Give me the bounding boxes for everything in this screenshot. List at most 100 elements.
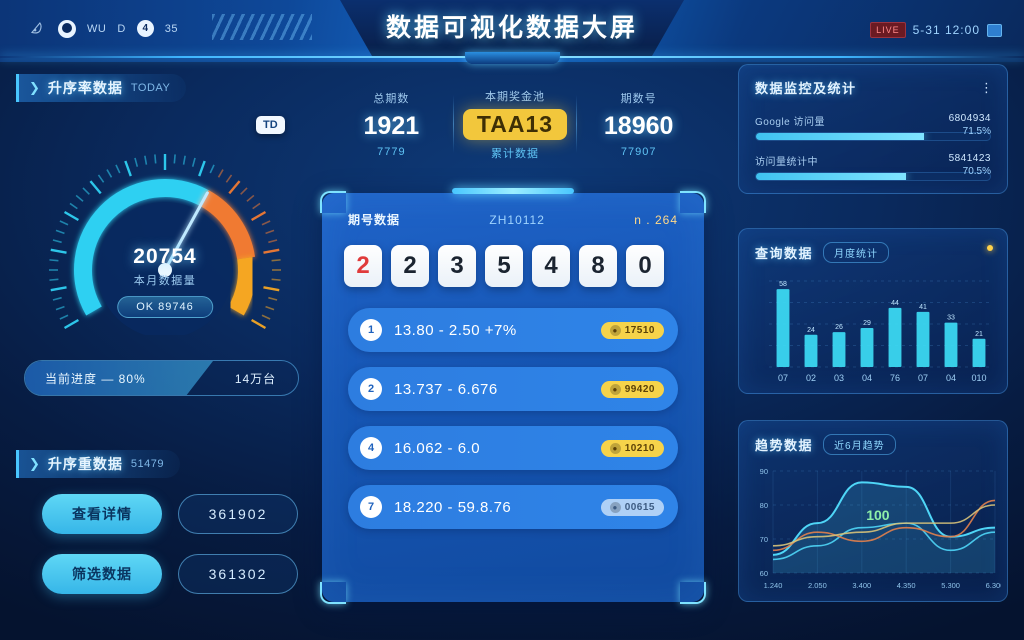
svg-text:33: 33 bbox=[947, 315, 955, 322]
line-chart-header: 趋势数据 近6月趋势 bbox=[755, 434, 993, 455]
svg-text:29: 29 bbox=[863, 320, 871, 327]
badge-dot-icon: ● bbox=[609, 383, 621, 395]
gauge-section-subtitle: TODAY bbox=[130, 82, 171, 94]
center-head-mid: ZH10112 bbox=[489, 212, 545, 227]
progress-2-name: 访问量统计中 bbox=[755, 157, 818, 168]
result-row-badge[interactable]: ● 10210 bbox=[600, 439, 664, 457]
result-row-index: 1 bbox=[360, 319, 382, 341]
line-chart-svg: 90 80 70 60 1.240 2.050 3.400 4.350 5.300 6.300 10… bbox=[760, 467, 1001, 590]
bottom-section-title: 升序重数据 bbox=[47, 456, 123, 472]
filter-button[interactable]: 筛选数据 bbox=[42, 554, 162, 594]
result-row-index: 4 bbox=[360, 437, 382, 459]
kpi-row: 总期数 1921 7779 本期奖金池 TAA13 累计数据 期数号 18960… bbox=[330, 78, 700, 170]
progress-1-sub: 71.5% bbox=[962, 126, 991, 137]
fullscreen-icon[interactable] bbox=[987, 23, 1002, 37]
center-panel-notch bbox=[452, 188, 574, 194]
svg-text:04: 04 bbox=[946, 373, 956, 383]
svg-text:07: 07 bbox=[778, 373, 788, 383]
kpi-1-value: 1921 bbox=[363, 112, 420, 140]
result-row-text: 13.80 - 2.50 +7% bbox=[394, 321, 517, 339]
svg-text:44: 44 bbox=[891, 300, 899, 307]
svg-text:010: 010 bbox=[971, 373, 986, 383]
chevron-right-icon-2: ❯ bbox=[29, 456, 40, 471]
header-left-group: WU D 4 35 bbox=[28, 19, 178, 38]
svg-text:80: 80 bbox=[760, 501, 768, 510]
badge-label: 10210 bbox=[624, 442, 655, 454]
bottom-section-tag: ❯ 升序重数据 51479 bbox=[16, 450, 180, 478]
gauge-section-tag: ❯ 升序率数据 TODAY bbox=[16, 74, 187, 102]
header-label-3: 35 bbox=[164, 22, 179, 35]
gauge-status-pill[interactable]: OK 89746 bbox=[117, 296, 213, 318]
svg-text:02: 02 bbox=[806, 373, 816, 383]
svg-text:1.240: 1.240 bbox=[764, 581, 783, 590]
progress-banner-left: 当前进度 — 80% bbox=[25, 361, 213, 395]
detail-button[interactable]: 查看详情 bbox=[42, 494, 162, 534]
center-panel-header: 期号数据 ZH10112 n . 264 bbox=[322, 211, 704, 228]
kpi-2: 本期奖金池 TAA13 累计数据 bbox=[454, 88, 577, 161]
gauge-section-title: 升序率数据 bbox=[47, 80, 123, 96]
result-row-text: 16.062 - 6.0 bbox=[394, 439, 481, 457]
bottom-row-1: 查看详情 361902 bbox=[42, 494, 298, 534]
number-ball-3[interactable]: 3 bbox=[438, 245, 476, 287]
progress-2-value: 5841423 bbox=[948, 153, 991, 164]
result-row-index: 2 bbox=[360, 378, 382, 400]
svg-text:60: 60 bbox=[760, 569, 768, 578]
svg-text:26: 26 bbox=[835, 324, 843, 331]
result-row[interactable]: 7 18.220 - 59.8.76 ● 00615 bbox=[348, 485, 678, 529]
kpi-2-value: TAA13 bbox=[462, 108, 568, 140]
result-row-badge[interactable]: ● 00615 bbox=[600, 498, 664, 516]
number-ball-5[interactable]: 4 bbox=[532, 245, 570, 287]
number-ball-6[interactable]: 8 bbox=[579, 245, 617, 287]
bar-chart-title: 查询数据 bbox=[755, 246, 814, 261]
svg-text:4.350: 4.350 bbox=[897, 581, 916, 590]
result-row[interactable]: 4 16.062 - 6.0 ● 10210 bbox=[348, 426, 678, 470]
svg-text:04: 04 bbox=[862, 373, 872, 383]
progress-2-track bbox=[755, 172, 991, 181]
header-hatch-decoration bbox=[212, 14, 312, 40]
kpi-3-sub: 77907 bbox=[620, 146, 657, 158]
bar-chart-panel: 查询数据 月度统计 58 07 24 02 26 03 29 04 44 76 41 07 33 04 21… bbox=[738, 228, 1008, 394]
gauge-badge[interactable]: TD bbox=[256, 116, 285, 134]
line-chart-pill[interactable]: 近6月趋势 bbox=[823, 434, 896, 455]
progress-1-fill bbox=[756, 133, 925, 140]
progress-banner-right: 14万台 bbox=[234, 371, 277, 386]
gauge-widget: TD 20754 本月数据量 OK 89746 bbox=[20, 116, 310, 338]
number-ball-4[interactable]: 5 bbox=[485, 245, 523, 287]
result-row-badge[interactable]: ● 17510 bbox=[600, 321, 664, 339]
result-row-text: 18.220 - 59.8.76 bbox=[394, 498, 512, 516]
number-ball-1[interactable]: 2 bbox=[344, 245, 382, 287]
center-head-right: n . 264 bbox=[634, 212, 678, 227]
progress-banner[interactable]: 当前进度 — 80% 14万台 bbox=[24, 360, 299, 396]
detail-value[interactable]: 361902 bbox=[178, 494, 298, 534]
kebab-menu-icon[interactable]: ⋮ bbox=[980, 80, 993, 95]
result-row-badge[interactable]: ● 99420 bbox=[600, 380, 664, 398]
result-row[interactable]: 1 13.80 - 2.50 +7% ● 17510 bbox=[348, 308, 678, 352]
svg-text:41: 41 bbox=[919, 304, 927, 311]
bar-chart-pill[interactable]: 月度统计 bbox=[823, 242, 890, 263]
filter-value[interactable]: 361302 bbox=[178, 554, 298, 594]
number-ball-2[interactable]: 2 bbox=[391, 245, 429, 287]
kpi-divider-2 bbox=[576, 95, 578, 153]
user-avatar[interactable] bbox=[58, 19, 76, 38]
number-ball-7[interactable]: 0 bbox=[626, 245, 664, 287]
progress-item-2: 访问量统计中 5841423 70.5% bbox=[755, 153, 991, 181]
center-head-left: 期号数据 bbox=[348, 213, 401, 227]
corner-bl bbox=[320, 582, 346, 604]
monitor-panel-title: 数据监控及统计 bbox=[755, 81, 857, 96]
notification-badge[interactable]: 4 bbox=[136, 20, 154, 37]
result-list: 1 13.80 - 2.50 +7% ● 17510 2 13.737 - 6.676 ● 9… bbox=[348, 308, 678, 544]
svg-text:07: 07 bbox=[918, 373, 928, 383]
kpi-3-value: 18960 bbox=[603, 112, 674, 140]
monitor-panel: 数据监控及统计 ⋮ Google 访问量 6804934 71.5% 访问量统计… bbox=[738, 64, 1008, 194]
bell-icon[interactable] bbox=[28, 19, 47, 38]
svg-text:2.050: 2.050 bbox=[808, 581, 827, 590]
page-title: 数据可视化数据大屏 bbox=[385, 14, 638, 42]
kpi-1: 总期数 1921 7779 bbox=[330, 90, 453, 158]
badge-dot-icon: ● bbox=[609, 324, 621, 336]
badge-label: 17510 bbox=[624, 324, 655, 336]
result-row[interactable]: 2 13.737 - 6.676 ● 99420 bbox=[348, 367, 678, 411]
kpi-2-label: 本期奖金池 bbox=[485, 90, 545, 103]
kpi-divider-1 bbox=[452, 95, 454, 153]
